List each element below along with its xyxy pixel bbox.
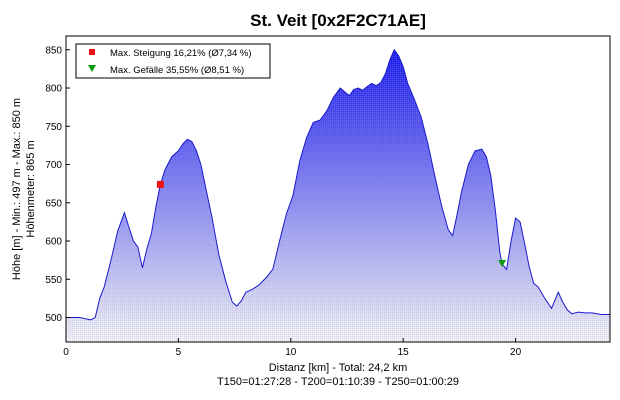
max-climb-marker xyxy=(156,180,164,188)
y-axis-sublabel: Höhenmeter: 865 m xyxy=(25,140,37,237)
chart-title: St. Veit [0x2F2C71AE] xyxy=(250,11,426,30)
max-descent-marker xyxy=(498,259,507,267)
legend-marker-max-descent xyxy=(88,65,96,72)
x-tick-label: 0 xyxy=(63,347,69,358)
y-tick-label: 850 xyxy=(45,45,62,56)
x-axis-label: Distanz [km] - Total: 24,2 km xyxy=(269,362,408,374)
y-tick-label: 550 xyxy=(45,275,62,286)
elevation-area-texture xyxy=(66,49,610,342)
y-axis-label: Höhe [m] - Min.: 497 m - Max.: 850 m xyxy=(11,98,23,280)
x-tick-label: 10 xyxy=(285,347,297,358)
y-axis-ticks: 500 550 600 650 700 750 800 850 xyxy=(45,45,70,324)
plot-frame xyxy=(65,35,611,343)
y-tick-label: 650 xyxy=(45,198,62,209)
y-tick-label: 500 xyxy=(45,313,62,324)
y-tick-label: 800 xyxy=(45,84,62,95)
legend-marker-max-climb xyxy=(89,49,95,55)
legend-box xyxy=(75,43,271,79)
legend: Max. Steigung 16,21% (Ø7,34 %) Max. Gefä… xyxy=(75,43,271,79)
y-tick-label: 600 xyxy=(45,237,62,248)
x-axis-sublabel: T150=01:27:28 - T200=01:10:39 - T250=01:… xyxy=(217,376,459,388)
x-tick-label: 20 xyxy=(510,347,522,358)
chart-markers xyxy=(156,180,507,267)
x-tick-label: 15 xyxy=(398,347,410,358)
x-axis-ticks: 0 5 10 15 20 xyxy=(63,338,522,358)
legend-label-max-climb: Max. Steigung 16,21% (Ø7,34 %) xyxy=(110,48,252,59)
legend-label-max-descent: Max. Gefälle 35,55% (Ø8,51 %) xyxy=(110,65,244,76)
x-tick-label: 5 xyxy=(176,347,182,358)
y-tick-label: 750 xyxy=(45,122,62,133)
plot-area xyxy=(66,48,610,342)
y-tick-label: 700 xyxy=(45,160,62,171)
